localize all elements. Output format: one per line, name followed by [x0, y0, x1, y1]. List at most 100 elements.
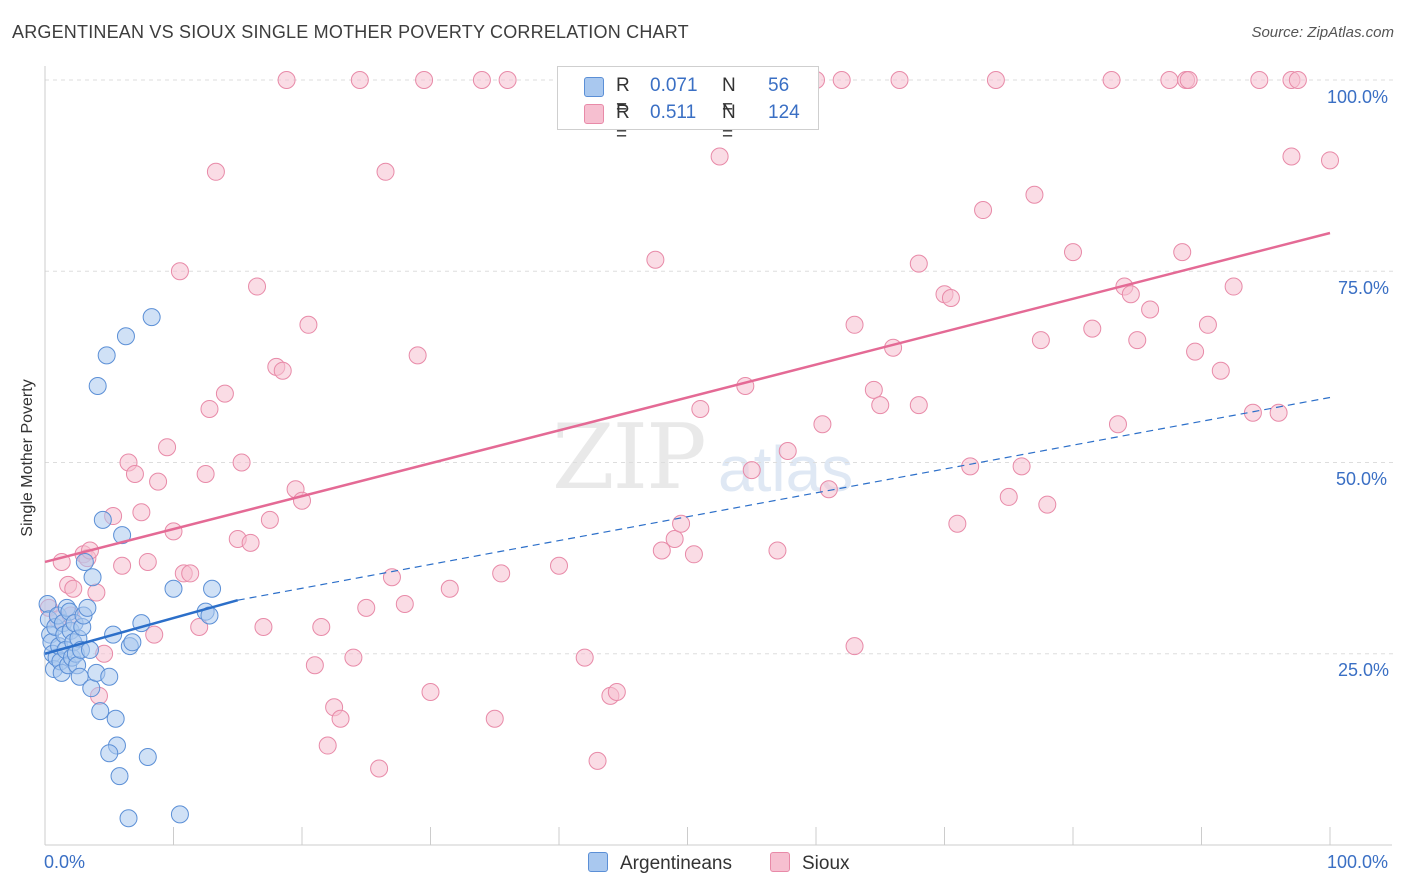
argentineans-point — [83, 568, 102, 587]
sioux-point — [1141, 300, 1160, 319]
correlation-legend: R = 0.071 N = 56 R = 0.511 N = 124 — [557, 66, 819, 145]
y-axis-label: Single Mother Poverty — [19, 379, 36, 537]
chart-title: ARGENTINEAN VS SIOUX SINGLE MOTHER POVER… — [12, 22, 689, 42]
legend-r-value: 0.511 — [650, 102, 697, 123]
sioux-point — [1031, 331, 1050, 350]
argentineans-trend-dashed — [237, 396, 1331, 601]
sioux-point — [472, 71, 491, 89]
sioux-point — [138, 552, 157, 571]
source-credit: Source: ZipAtlas.com — [1251, 24, 1394, 41]
sioux-point — [1269, 403, 1288, 422]
sioux-point — [884, 338, 903, 357]
sioux-point — [145, 625, 164, 644]
sioux-point — [1173, 243, 1192, 262]
sioux-point — [299, 315, 318, 334]
sioux-point — [1160, 71, 1179, 89]
sioux-point — [206, 162, 225, 181]
sioux-point — [871, 396, 890, 415]
sioux-point — [1025, 185, 1044, 204]
sioux-point — [1321, 151, 1339, 170]
argentineans-point — [138, 748, 157, 767]
argentineans-point — [203, 579, 222, 598]
sioux-point — [170, 262, 189, 281]
bottom-legend-swatch-pink — [770, 852, 790, 872]
sioux-point — [588, 751, 607, 770]
argentineans-point — [100, 744, 119, 763]
sioux-point — [909, 254, 928, 273]
sioux-point — [312, 617, 331, 636]
sioux-point — [113, 556, 132, 575]
sioux-point — [305, 656, 324, 675]
argentineans-point — [82, 679, 101, 698]
argentineans-point — [93, 510, 112, 529]
sioux-point — [440, 579, 459, 598]
sioux-point — [845, 315, 864, 334]
sioux-point — [277, 71, 296, 89]
legend-swatch-pink — [584, 104, 604, 124]
sioux-point — [248, 277, 267, 296]
sioux-point — [215, 384, 234, 403]
sioux-point — [370, 759, 389, 778]
sioux-point — [382, 568, 401, 587]
sioux-point — [149, 472, 168, 491]
sioux-point — [607, 683, 626, 701]
bottom-legend-swatch-blue — [588, 852, 608, 872]
watermark-zip: ZIP — [552, 405, 707, 510]
sioux-point — [1198, 315, 1217, 334]
sioux-point — [254, 617, 273, 636]
legend-r-label: R = — [616, 102, 630, 145]
sioux-point — [181, 564, 200, 583]
sioux-point — [999, 487, 1018, 506]
sioux-point — [492, 564, 511, 583]
legend-swatch-blue — [584, 77, 604, 97]
bottom-legend-label: Argentineans — [620, 853, 732, 874]
sioux-point — [1250, 71, 1269, 89]
sioux-trend-line — [44, 231, 1331, 564]
argentineans-point — [164, 579, 183, 598]
sioux-point — [125, 464, 144, 483]
argentineans-point — [100, 667, 119, 686]
sioux-point — [948, 514, 967, 533]
sioux-point — [158, 438, 177, 457]
argentineans-point — [106, 709, 125, 728]
sioux-point — [241, 533, 260, 552]
sioux-point — [1108, 415, 1127, 434]
argentineans-point — [88, 377, 107, 395]
y-tick-label-25: 25.0% — [1338, 660, 1390, 680]
argentineans-point — [123, 633, 142, 652]
sioux-point — [1083, 319, 1102, 338]
sioux-point — [87, 583, 106, 602]
argentineans-point — [142, 308, 161, 327]
sioux-point — [819, 480, 838, 499]
sioux-point — [1224, 277, 1243, 296]
y-tick-label-100: 100.0% — [1327, 87, 1389, 107]
sioux-point — [832, 71, 851, 89]
sioux-point — [1121, 285, 1140, 304]
sioux-point — [652, 541, 671, 560]
sioux-point — [1102, 71, 1121, 89]
sioux-point — [260, 510, 279, 529]
argentineans-point — [113, 526, 132, 545]
sioux-point — [941, 289, 960, 308]
sioux-point — [1064, 243, 1082, 262]
argentineans-point — [78, 598, 97, 617]
sioux-point — [415, 71, 434, 89]
sioux-point — [132, 503, 151, 522]
sioux-point — [196, 464, 215, 483]
argentineans-trend-line — [44, 598, 239, 655]
sioux-point — [961, 457, 980, 476]
sioux-point — [498, 71, 517, 89]
argentineans-point — [119, 809, 138, 828]
sioux-point — [768, 541, 787, 560]
sioux-point — [864, 380, 883, 399]
sioux-point — [1186, 342, 1205, 361]
sioux-point — [1282, 147, 1301, 166]
sioux-point — [845, 637, 864, 656]
sioux-point — [200, 399, 219, 418]
sioux-point — [813, 415, 832, 434]
sioux-point — [684, 545, 703, 564]
sioux-point — [64, 579, 83, 598]
sioux-point — [1012, 457, 1031, 476]
bottom-legend-label: Sioux — [802, 853, 850, 874]
legend-r-label: R = — [616, 75, 630, 118]
